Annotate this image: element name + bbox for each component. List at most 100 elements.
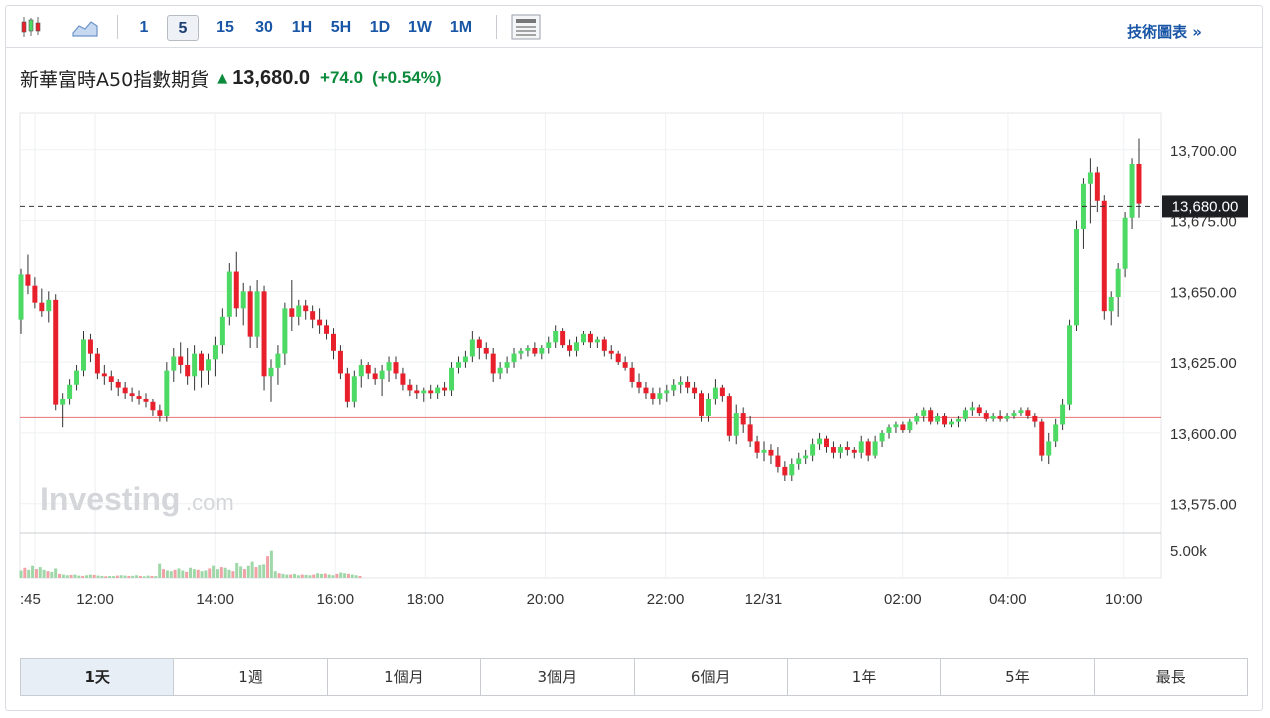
timeframe-1h[interactable]: 1H <box>291 19 313 36</box>
timeframe-5[interactable]: 5 <box>167 15 199 41</box>
volume-bar <box>235 562 239 578</box>
candle <box>185 347 191 385</box>
volume-bar <box>77 575 81 578</box>
volume-bar <box>69 574 73 578</box>
candle <box>532 342 538 357</box>
candle <box>962 407 968 422</box>
candle-body <box>1108 297 1114 312</box>
candle-body <box>1087 172 1093 184</box>
volume-bar <box>119 575 123 578</box>
candle <box>1060 398 1066 431</box>
instrument-name: 新華富時A50指數期貨 <box>20 68 210 91</box>
timeframe-1m[interactable]: 1M <box>449 19 473 36</box>
timeframe-5h[interactable]: 5H <box>330 19 352 36</box>
volume-bar <box>273 571 277 578</box>
candle-body <box>782 466 788 476</box>
candle-body <box>53 299 59 405</box>
candle-body <box>1136 163 1142 204</box>
range-1-day[interactable]: 1天 <box>21 659 175 695</box>
volume-bar <box>88 574 92 578</box>
candle-body <box>254 291 260 337</box>
range-5-years[interactable]: 5年 <box>941 659 1095 695</box>
range-1-month[interactable]: 1個月 <box>328 659 482 695</box>
candle <box>865 438 871 462</box>
volume-bar <box>258 565 262 578</box>
range-1-year[interactable]: 1年 <box>788 659 942 695</box>
area-chart-icon[interactable] <box>72 15 98 39</box>
candle-body <box>289 308 295 317</box>
range-6-months[interactable]: 6個月 <box>635 659 788 695</box>
price-chart[interactable]: Investing .com 13,680.00 13,700.00 13,675… <box>0 0 1270 640</box>
timeframe-15[interactable]: 15 <box>216 19 234 36</box>
candle-body <box>810 444 816 456</box>
volume-bar <box>34 569 38 578</box>
candle-body <box>594 339 600 343</box>
candle <box>268 359 274 402</box>
volume-bar <box>19 570 23 578</box>
candle <box>164 362 170 422</box>
timeframe-1d[interactable]: 1D <box>369 19 391 36</box>
volume-bar <box>239 566 243 578</box>
candle-body <box>129 393 135 397</box>
up-arrow-icon: ▲ <box>217 70 228 86</box>
timeframe-1[interactable]: 1 <box>139 19 149 36</box>
candle <box>733 404 739 445</box>
volume-bar <box>192 569 196 578</box>
volume-bar <box>223 567 227 578</box>
candle-body <box>608 350 614 354</box>
candle <box>490 347 496 382</box>
volume-bar <box>50 571 54 578</box>
candle-body <box>428 390 434 394</box>
candle-body <box>504 362 510 368</box>
candle <box>39 288 45 317</box>
candle <box>129 387 135 402</box>
timeframe-30[interactable]: 30 <box>255 19 273 36</box>
candle-body <box>844 447 850 450</box>
candle <box>1046 432 1052 465</box>
volume-bar <box>208 568 212 578</box>
volume-bar <box>162 569 166 578</box>
candle-body <box>553 330 559 343</box>
candlestick-chart-icon[interactable] <box>19 15 45 39</box>
candle <box>25 254 31 295</box>
volume-bar <box>343 573 347 578</box>
candle-body <box>372 373 378 380</box>
candle <box>685 376 691 394</box>
candle <box>525 345 531 357</box>
candle-body <box>587 333 593 343</box>
candle <box>1004 413 1010 422</box>
candle-body <box>650 393 656 399</box>
plot-border <box>19 112 1162 579</box>
candle <box>254 280 260 348</box>
volume-bar <box>300 574 304 578</box>
range-1-week[interactable]: 1週 <box>174 659 328 695</box>
candle-body <box>67 384 73 399</box>
technical-chart-link[interactable]: 技術圖表 » <box>1127 23 1202 41</box>
range-3-months[interactable]: 3個月 <box>481 659 635 695</box>
news-panel-icon[interactable] <box>511 14 541 40</box>
volume-bar <box>269 550 273 578</box>
candle-body <box>497 367 503 374</box>
candle-body <box>233 271 239 309</box>
candle <box>601 336 607 357</box>
range-max[interactable]: 最長 <box>1155 668 1186 686</box>
candle <box>1108 291 1114 326</box>
chart-grid <box>19 112 1162 579</box>
candle <box>636 373 642 394</box>
candles-series <box>18 138 1142 482</box>
candle-body <box>136 396 142 399</box>
x-tick-label: :45 <box>20 591 41 608</box>
candle-body <box>164 370 170 416</box>
candle <box>435 384 441 399</box>
timeframe-1w[interactable]: 1W <box>408 19 432 36</box>
candle-body <box>775 455 781 467</box>
volume-bar <box>58 573 62 578</box>
x-tick-label: 22:00 <box>647 591 685 608</box>
candle-body <box>1011 413 1017 416</box>
candle <box>761 441 767 462</box>
candle-body <box>546 342 552 348</box>
candle <box>393 356 399 380</box>
volume-bar <box>250 561 254 578</box>
candle <box>789 458 795 482</box>
candle-body <box>615 353 621 363</box>
